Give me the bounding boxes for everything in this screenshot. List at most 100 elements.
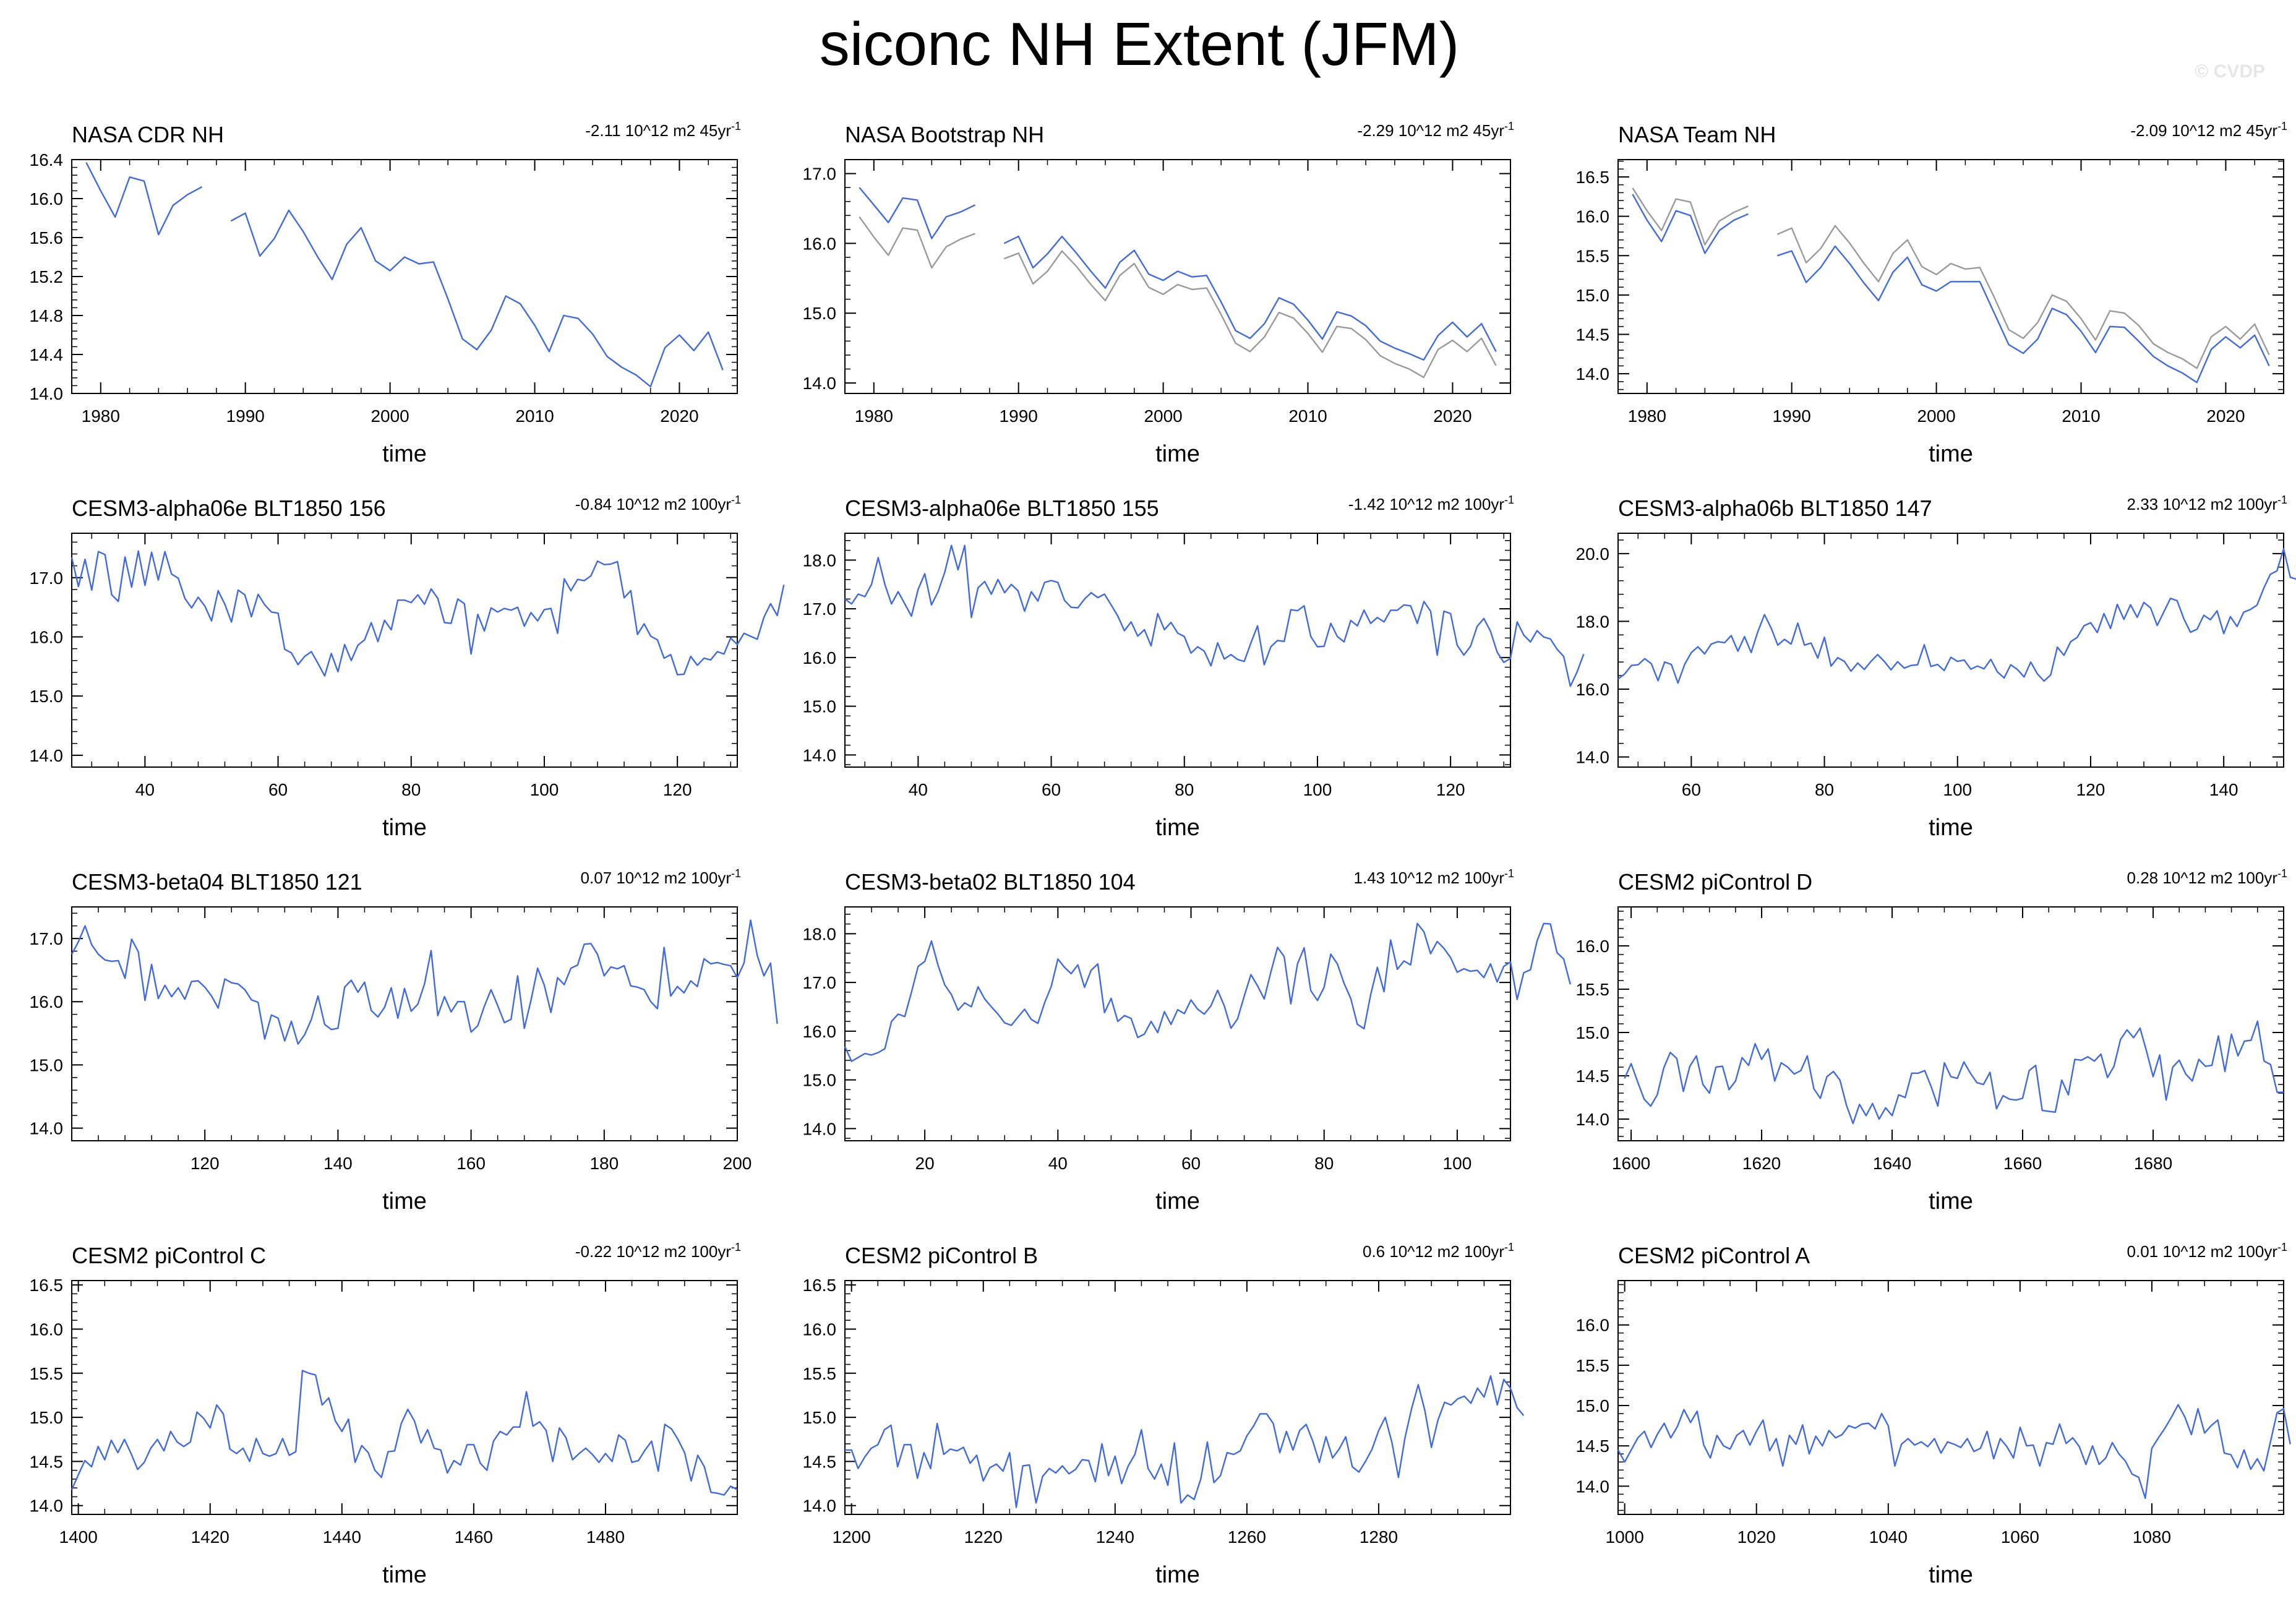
panel-title: NASA Bootstrap NH <box>845 122 1044 147</box>
trend-exponent: -1 <box>731 120 741 132</box>
trend-exponent: -1 <box>731 1241 741 1253</box>
y-tick-label: 16.0 <box>30 1320 64 1339</box>
x-tick-label: 1040 <box>1869 1527 1908 1547</box>
chart-panel: CESM3-alpha06e BLT1850 155 -1.42 10^12 m2… <box>803 494 1585 841</box>
chart-panel: CESM2 piControl A 0.01 10^12 m2 100yr -1 10… <box>1576 1241 2291 1588</box>
y-tick-label: 14.0 <box>803 1119 837 1138</box>
y-tick-label: 14.0 <box>30 746 64 765</box>
trend-label: -2.09 10^12 m2 45yr <box>2130 121 2277 140</box>
plot-frame <box>1617 159 2284 394</box>
trend-label: 0.07 10^12 m2 100yr <box>581 869 732 887</box>
y-tick-label: 14.0 <box>803 745 837 765</box>
y-tick-label: 15.2 <box>30 267 64 286</box>
x-tick-label: 80 <box>401 780 421 799</box>
plot-frame <box>71 533 738 768</box>
x-tick-label: 100 <box>1303 780 1332 799</box>
series-line <box>844 922 1571 1062</box>
series-line <box>1617 548 2296 684</box>
reference-series-line <box>859 216 975 269</box>
x-axis-label: time <box>382 1188 427 1214</box>
x-tick-label: 2020 <box>660 406 698 426</box>
trend-exponent: -1 <box>731 867 741 880</box>
trend-label: -1.42 10^12 m2 100yr <box>1348 495 1504 513</box>
x-tick-label: 20 <box>915 1154 935 1173</box>
x-tick-label: 1600 <box>1612 1154 1650 1173</box>
x-tick-label: 1980 <box>1628 406 1666 426</box>
x-tick-label: 100 <box>1443 1154 1472 1173</box>
y-tick-label: 14.5 <box>1576 1067 1610 1086</box>
series-line <box>1776 245 2270 384</box>
panel-title: CESM3-alpha06e BLT1850 156 <box>72 496 386 521</box>
x-tick-label: 2010 <box>515 406 554 426</box>
y-tick-label: 14.0 <box>803 1496 837 1516</box>
y-tick-label: 16.0 <box>803 648 837 667</box>
y-tick-label: 20.0 <box>1576 544 1610 564</box>
x-axis-label: time <box>1155 441 1200 467</box>
reference-series-line <box>1776 225 2270 369</box>
trend-label: 1.43 10^12 m2 100yr <box>1354 869 1505 887</box>
x-tick-label: 1680 <box>2134 1154 2172 1173</box>
x-axis-label: time <box>1929 815 1973 841</box>
panel-title: NASA CDR NH <box>72 122 224 147</box>
x-tick-label: 1400 <box>59 1527 98 1547</box>
y-tick-label: 15.0 <box>803 697 837 716</box>
y-tick-label: 16.0 <box>1576 937 1610 956</box>
x-tick-label: 80 <box>1314 1154 1334 1173</box>
panel-title: CESM3-alpha06e BLT1850 155 <box>845 496 1159 521</box>
trend-label: 0.28 10^12 m2 100yr <box>2127 869 2278 887</box>
y-tick-label: 15.0 <box>803 1408 837 1427</box>
chart-panel: CESM2 piControl B 0.6 10^12 m2 100yr -1 120… <box>803 1241 1525 1588</box>
x-tick-label: 2000 <box>1144 406 1182 426</box>
series-line <box>859 187 976 239</box>
x-tick-label: 1620 <box>1742 1154 1781 1173</box>
y-tick-label: 17.0 <box>30 569 64 588</box>
x-tick-label: 40 <box>1048 1154 1068 1173</box>
y-tick-label: 14.5 <box>1576 1436 1610 1456</box>
x-tick-label: 60 <box>1042 780 1061 799</box>
y-tick-label: 16.0 <box>1576 680 1610 699</box>
x-tick-label: 1240 <box>1096 1527 1134 1547</box>
x-tick-label: 1020 <box>1737 1527 1776 1547</box>
trend-label: 2.33 10^12 m2 100yr <box>2127 495 2278 513</box>
y-tick-label: 15.0 <box>30 1055 64 1075</box>
page-title: siconc NH Extent (JFM) <box>820 10 1460 78</box>
plot-frame <box>1617 1280 2284 1515</box>
chart-panel: CESM2 piControl D 0.28 10^12 m2 100yr -1 16… <box>1576 867 2288 1214</box>
x-tick-label: 1990 <box>1773 406 1811 426</box>
y-tick-label: 16.5 <box>803 1276 837 1295</box>
x-tick-label: 100 <box>1943 780 1972 799</box>
x-tick-label: 2010 <box>2062 406 2100 426</box>
y-tick-label: 16.0 <box>30 992 64 1011</box>
series-line <box>85 162 203 236</box>
x-tick-label: 1660 <box>2003 1154 2042 1173</box>
y-tick-label: 14.5 <box>1576 325 1610 345</box>
x-axis-label: time <box>1155 815 1200 841</box>
chart-panel: CESM3-alpha06e BLT1850 156 -0.84 10^12 m2… <box>30 494 785 841</box>
trend-label: -0.22 10^12 m2 100yr <box>575 1242 731 1261</box>
y-tick-label: 15.0 <box>30 1408 64 1427</box>
x-tick-label: 120 <box>1436 780 1465 799</box>
x-tick-label: 120 <box>2076 780 2105 799</box>
plot-frame <box>844 533 1511 768</box>
x-tick-label: 100 <box>530 780 559 799</box>
y-tick-label: 14.8 <box>30 306 64 325</box>
chart-panel: CESM2 piControl C -0.22 10^12 m2 100yr -1 1… <box>30 1241 742 1588</box>
x-tick-label: 2020 <box>2206 406 2245 426</box>
panel-title: CESM2 piControl B <box>845 1243 1038 1268</box>
y-tick-label: 14.0 <box>1576 1110 1610 1129</box>
y-tick-label: 15.5 <box>1576 980 1610 999</box>
y-tick-label: 16.0 <box>30 627 64 646</box>
y-tick-label: 15.0 <box>1576 1023 1610 1042</box>
y-tick-label: 18.0 <box>1576 612 1610 631</box>
y-tick-label: 16.5 <box>30 1276 64 1295</box>
y-tick-label: 16.0 <box>803 1022 837 1041</box>
chart-panel: NASA Team NH -2.09 10^12 m2 45yr -1 1980 199… <box>1576 120 2288 467</box>
x-axis-label: time <box>382 815 427 841</box>
x-tick-label: 200 <box>723 1154 752 1173</box>
panel-title: CESM3-beta02 BLT1850 104 <box>845 869 1136 895</box>
y-tick-label: 14.4 <box>30 345 64 364</box>
plot-frame <box>844 906 1511 1141</box>
trend-label: 0.01 10^12 m2 100yr <box>2127 1242 2278 1261</box>
